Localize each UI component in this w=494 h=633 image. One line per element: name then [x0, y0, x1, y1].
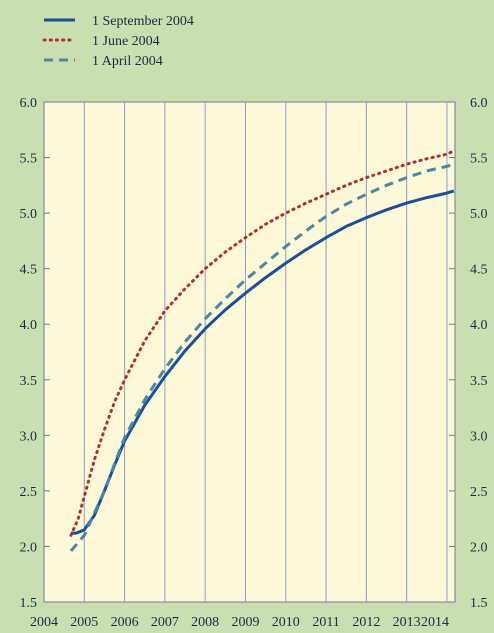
legend: 1 September 2004 1 June 2004 1 April 2004	[42, 14, 194, 69]
y-tick-label-right: 1.5	[470, 596, 488, 611]
series-line-3	[69, 162, 455, 552]
legend-label-2: 1 June 2004	[92, 34, 160, 49]
x-tick-label-2014: 2014	[421, 615, 449, 630]
x-tick-label-2005: 2005	[70, 615, 98, 630]
x-tick-label-2012: 2012	[352, 615, 380, 630]
x-tick-label-2013: 2013	[393, 615, 421, 630]
plot-frame	[43, 101, 456, 603]
y-tick-label-left: 6.0	[20, 96, 38, 111]
y-tick-label-left: 5.5	[20, 152, 38, 167]
gridlines	[83, 102, 448, 602]
x-tick-label-2006: 2006	[111, 615, 139, 630]
x-tick-label-2007: 2007	[151, 615, 179, 630]
y-tick-label-right: 6.0	[470, 96, 488, 111]
x-tick-label-2009: 2009	[231, 615, 259, 630]
y-tick-label-right: 3.5	[470, 374, 488, 389]
x-tick-label-2008: 2008	[191, 615, 219, 630]
series-lines	[69, 149, 456, 552]
series-line-2	[69, 149, 456, 537]
y-tick-label-left: 5.0	[20, 207, 38, 222]
y-tick-label-left: 1.5	[20, 596, 38, 611]
y-tick-label-left: 3.5	[20, 374, 38, 389]
legend-label-3: 1 April 2004	[92, 54, 163, 69]
x-tick-label-2010: 2010	[272, 615, 300, 630]
y-tick-label-left: 4.0	[20, 318, 38, 333]
y-tick-label-right: 2.5	[470, 485, 488, 500]
x-tick-label-2011: 2011	[312, 615, 339, 630]
x-tick-label-2004: 2004	[30, 615, 58, 630]
y-tick-label-left: 3.0	[20, 429, 38, 444]
y-tick-label-right: 5.5	[470, 152, 488, 167]
y-tick-label-right: 5.0	[470, 207, 488, 222]
y-tick-label-right: 2.0	[470, 540, 488, 555]
y-tick-label-right: 4.5	[470, 263, 488, 278]
plot-background	[44, 102, 455, 602]
y-tick-label-left: 2.0	[20, 540, 38, 555]
axis-ticks: 1.5 1.5 2.0 2.0 2.5 2.5 3.0 3.0 3.5 3.5 4.0 4.0 4.5 4…	[20, 96, 488, 630]
y-tick-label-right: 3.0	[470, 429, 488, 444]
y-tick-label-left: 4.5	[20, 263, 38, 278]
legend-label-1: 1 September 2004	[92, 14, 194, 29]
y-tick-label-left: 2.5	[20, 485, 38, 500]
y-tick-label-right: 4.0	[470, 318, 488, 333]
